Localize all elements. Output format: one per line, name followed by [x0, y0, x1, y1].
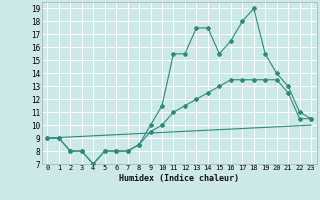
X-axis label: Humidex (Indice chaleur): Humidex (Indice chaleur) — [119, 174, 239, 183]
